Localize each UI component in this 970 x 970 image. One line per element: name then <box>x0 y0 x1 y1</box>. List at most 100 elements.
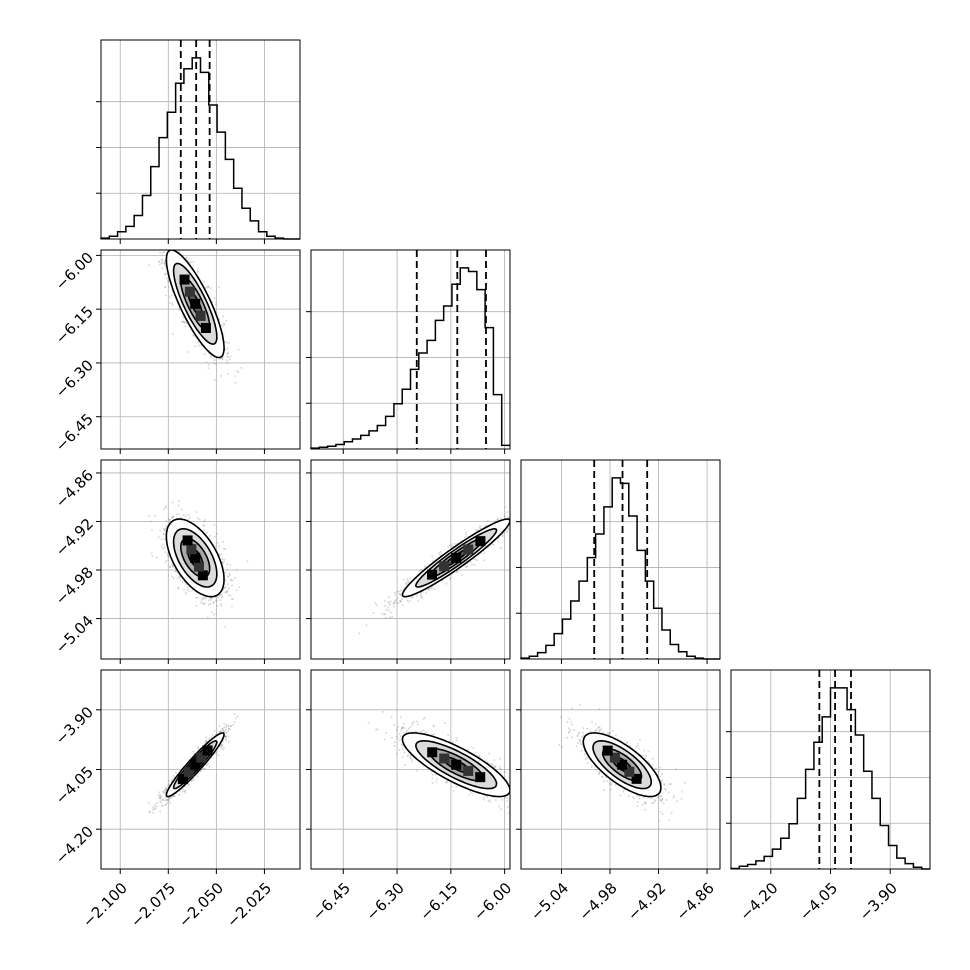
scatter-point <box>394 599 397 601</box>
scatter-point <box>385 617 387 619</box>
scatter-point <box>185 591 187 594</box>
scatter-point <box>226 362 229 365</box>
scatter-point <box>483 552 485 555</box>
scatter-point <box>399 593 401 595</box>
density-bin <box>200 322 211 333</box>
scatter-point <box>150 552 153 555</box>
scatter-point <box>389 616 391 619</box>
scatter-point <box>231 605 233 608</box>
scatter-point <box>507 528 510 530</box>
scatter-point <box>198 518 201 521</box>
scatter-point <box>424 565 426 568</box>
scatter-point <box>178 250 180 253</box>
scatter-point <box>156 802 158 804</box>
scatter-point <box>221 744 224 746</box>
scatter-point <box>497 517 500 520</box>
scatter-point <box>213 543 215 546</box>
density-bin <box>195 310 206 321</box>
density-bin <box>184 286 195 297</box>
scatter-point <box>227 576 230 578</box>
scatter-point <box>222 333 225 335</box>
scatter-point <box>165 787 167 790</box>
scatter-point <box>167 279 169 282</box>
scatter-point <box>195 605 198 607</box>
scatter-point <box>396 597 399 599</box>
scatter-point <box>203 525 206 527</box>
scatter-point <box>425 591 427 594</box>
scatter-point <box>167 552 169 554</box>
scatter-point <box>466 562 469 565</box>
scatter-point <box>192 750 195 753</box>
scatter-point <box>419 594 422 597</box>
scatter-point <box>178 575 181 578</box>
scatter-point <box>203 353 206 355</box>
scatter-point <box>394 594 397 596</box>
scatter-point <box>166 802 168 804</box>
scatter-point <box>417 573 419 576</box>
scatter-point <box>227 356 230 358</box>
scatter-point <box>465 534 467 536</box>
scatter-point <box>172 565 175 568</box>
scatter-point <box>172 516 175 518</box>
panel-frame <box>100 249 301 450</box>
scatter-point <box>186 518 189 521</box>
scatter-point <box>401 598 403 601</box>
scatter-point <box>465 532 468 534</box>
scatter-point <box>391 615 393 618</box>
scatter-point <box>407 581 409 583</box>
scatter-point <box>171 575 174 578</box>
scatter-point <box>187 586 189 588</box>
scatter-point <box>221 357 223 359</box>
scatter-point <box>228 358 231 361</box>
scatter-point <box>397 590 400 593</box>
scatter-point <box>178 576 181 579</box>
scatter-point <box>202 524 205 527</box>
scatter-point <box>212 362 215 365</box>
scatter-point <box>210 736 213 738</box>
scatter-point <box>160 545 163 548</box>
scatter-point <box>229 355 232 358</box>
scatter-point <box>407 580 409 582</box>
scatter-point <box>197 341 200 344</box>
scatter-point <box>174 792 177 795</box>
scatter-point <box>169 801 171 804</box>
scatter-point <box>182 320 185 323</box>
scatter-point <box>158 536 160 539</box>
scatter-point <box>497 537 500 539</box>
scatter-point <box>476 559 479 562</box>
scatter-point <box>211 301 213 303</box>
scatter-point <box>450 576 452 579</box>
scatter-point <box>365 624 368 626</box>
scatter-point <box>178 308 180 311</box>
scatter-point <box>197 747 200 750</box>
scatter-point <box>172 577 175 580</box>
scatter-point <box>231 584 233 587</box>
scatter-point <box>228 740 230 743</box>
scatter-point <box>228 572 231 575</box>
scatter-point <box>224 586 226 589</box>
scatter-point <box>208 599 210 602</box>
scatter-point <box>226 563 228 565</box>
scatter-point <box>487 547 489 549</box>
scatter-point <box>164 529 166 532</box>
scatter-point <box>152 806 154 809</box>
scatter-point <box>224 735 227 737</box>
scatter-point <box>227 575 229 578</box>
scatter-point <box>224 348 227 351</box>
scatter-point <box>171 501 174 504</box>
scatter-point <box>217 754 220 757</box>
scatter-point <box>226 347 229 350</box>
scatter-point <box>496 519 498 521</box>
scatter-point <box>168 518 170 521</box>
scatter-point <box>164 529 167 532</box>
scatter-point <box>149 811 151 813</box>
scatter-point <box>182 788 184 791</box>
scatter-point <box>506 531 508 534</box>
scatter-point <box>164 260 167 263</box>
density-bin <box>427 569 438 580</box>
scatter-point <box>479 527 482 530</box>
scatter-point <box>179 579 182 582</box>
scatter-point <box>420 569 423 571</box>
scatter-point <box>167 555 170 557</box>
scatter-point <box>476 530 478 532</box>
